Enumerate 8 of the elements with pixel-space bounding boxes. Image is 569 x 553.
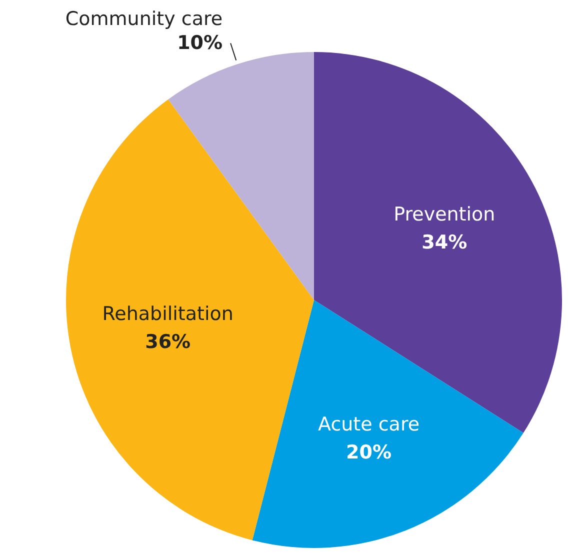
data-label: 10% [177,32,223,54]
slice-label: Rehabilitation [102,302,234,325]
slice-label: Community care [65,8,223,30]
slice-label: Acute care [318,413,420,436]
data-label: 20% [346,441,392,464]
slice-label: Prevention [394,203,496,226]
data-label: 34% [422,231,468,254]
data-label: 36% [145,330,191,353]
